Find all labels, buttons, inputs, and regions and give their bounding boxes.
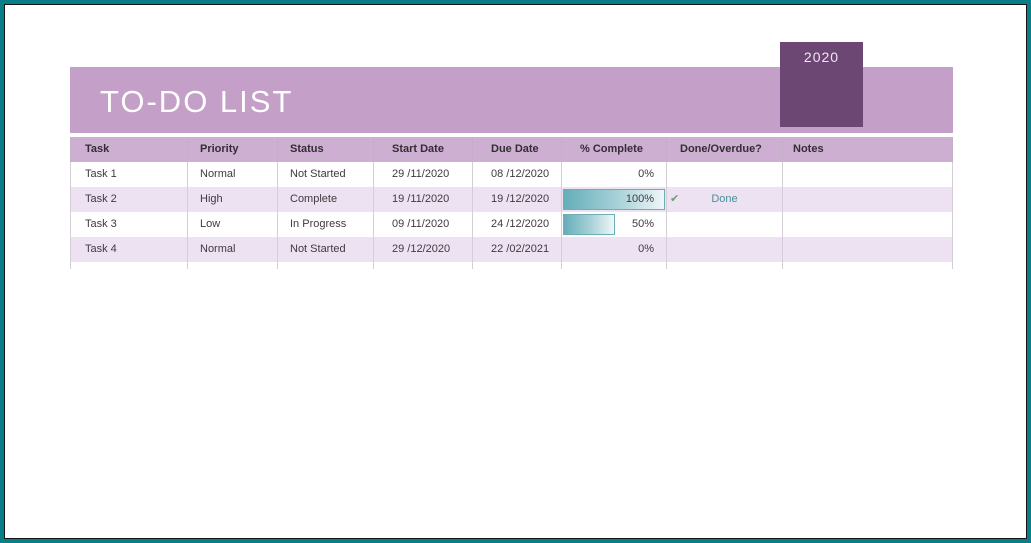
pct-label: 50% (631, 218, 654, 230)
column-header-pct-complete: % Complete (562, 137, 667, 162)
page-title: TO-DO LIST (100, 84, 294, 119)
due-date-cell[interactable]: 19 /12/2020 (473, 187, 562, 212)
column-header-start-date: Start Date (374, 137, 473, 162)
table-row: Task 4 Normal Not Started 29 /12/2020 22… (70, 237, 953, 262)
start-date-cell[interactable]: 29 /12/2020 (374, 237, 473, 262)
status-cell[interactable]: Not Started (278, 162, 374, 187)
column-header-due-date: Due Date (473, 137, 562, 162)
priority-cell[interactable]: Normal (188, 237, 278, 262)
gridline-stubs (70, 262, 953, 269)
task-cell[interactable]: Task 3 (70, 212, 188, 237)
progress-bar (563, 189, 665, 210)
pct-complete-cell[interactable]: 50% (562, 212, 667, 237)
progress-bar (563, 214, 616, 235)
pct-complete-cell[interactable]: 100% (562, 187, 667, 212)
pct-label: 100% (625, 193, 654, 205)
priority-cell[interactable]: Low (188, 212, 278, 237)
year-badge-label: 2020 (803, 49, 840, 65)
priority-cell[interactable]: Normal (188, 162, 278, 187)
year-badge: 2020 (780, 42, 863, 127)
due-date-cell[interactable]: 22 /02/2021 (473, 237, 562, 262)
notes-cell[interactable] (783, 187, 953, 212)
start-date-cell[interactable]: 19 /11/2020 (374, 187, 473, 212)
column-header-priority: Priority (188, 137, 278, 162)
status-cell[interactable]: Not Started (278, 237, 374, 262)
column-header-done-overdue: Done/Overdue? (667, 137, 783, 162)
column-header-task: Task (70, 137, 188, 162)
notes-cell[interactable] (783, 237, 953, 262)
table-row: Task 3 Low In Progress 09 /11/2020 24 /1… (70, 212, 953, 237)
pct-label: 0% (638, 243, 654, 255)
due-date-cell[interactable]: 24 /12/2020 (473, 212, 562, 237)
done-overdue-cell[interactable] (667, 237, 783, 262)
column-header-status: Status (278, 137, 374, 162)
table-header-row: Task Priority Status Start Date Due Date… (70, 137, 953, 162)
check-icon: ✔ (670, 193, 680, 205)
start-date-cell[interactable]: 09 /11/2020 (374, 212, 473, 237)
status-cell[interactable]: In Progress (278, 212, 374, 237)
pct-complete-cell[interactable]: 0% (562, 237, 667, 262)
todo-table: Task Priority Status Start Date Due Date… (70, 137, 953, 269)
column-header-notes: Notes (783, 137, 953, 162)
task-cell[interactable]: Task 4 (70, 237, 188, 262)
priority-cell[interactable]: High (188, 187, 278, 212)
start-date-cell[interactable]: 29 /11/2020 (374, 162, 473, 187)
table-row: Task 2 High Complete 19 /11/2020 19 /12/… (70, 187, 953, 212)
task-cell[interactable]: Task 1 (70, 162, 188, 187)
table-row: Task 1 Normal Not Started 29 /11/2020 08… (70, 162, 953, 187)
done-overdue-cell[interactable] (667, 212, 783, 237)
notes-cell[interactable] (783, 162, 953, 187)
done-label: Done (711, 193, 738, 205)
task-cell[interactable]: Task 2 (70, 187, 188, 212)
done-overdue-cell[interactable] (667, 162, 783, 187)
pct-label: 0% (638, 168, 654, 180)
notes-cell[interactable] (783, 212, 953, 237)
due-date-cell[interactable]: 08 /12/2020 (473, 162, 562, 187)
status-cell[interactable]: Complete (278, 187, 374, 212)
done-overdue-cell[interactable]: ✔ Done (667, 187, 783, 212)
pct-complete-cell[interactable]: 0% (562, 162, 667, 187)
